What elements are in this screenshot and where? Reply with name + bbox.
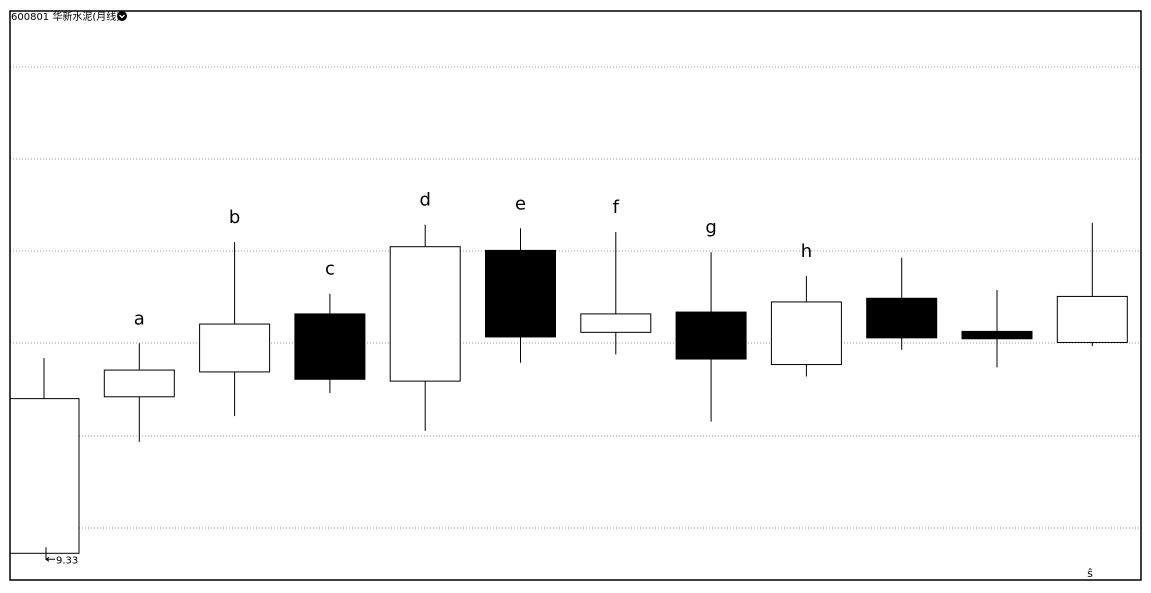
candle-body [103, 369, 175, 398]
candle-body [389, 246, 461, 382]
candle-body [199, 323, 271, 373]
candle-label: d [419, 190, 430, 211]
candle-body [1056, 295, 1128, 343]
candle-label: h [801, 241, 812, 262]
candle-body [866, 297, 938, 339]
low-marker-label: 9.33 [56, 555, 78, 566]
menu-chevron [119, 14, 125, 19]
plot-frame [9, 10, 1142, 581]
candle-body [10, 398, 80, 554]
candle-label: f [613, 197, 620, 218]
candle-body [770, 301, 842, 366]
candle-body [485, 249, 556, 338]
corner-mark: ŝ [1087, 567, 1093, 580]
candles [10, 222, 1128, 554]
grid [10, 66, 1141, 529]
candle-body [294, 313, 366, 380]
chart-title: 600801 华新水泥(月线) [11, 10, 120, 23]
candle-label: e [515, 193, 526, 214]
low-marker-arrow [45, 547, 55, 562]
candle-body [961, 330, 1033, 340]
candle-label: c [325, 259, 335, 280]
candle-label: g [705, 217, 716, 238]
candle-label: a [134, 308, 145, 329]
title-menu-icon[interactable] [117, 11, 127, 21]
candle-body [580, 313, 652, 333]
candle-label: b [229, 207, 240, 228]
candle-body [675, 311, 747, 360]
